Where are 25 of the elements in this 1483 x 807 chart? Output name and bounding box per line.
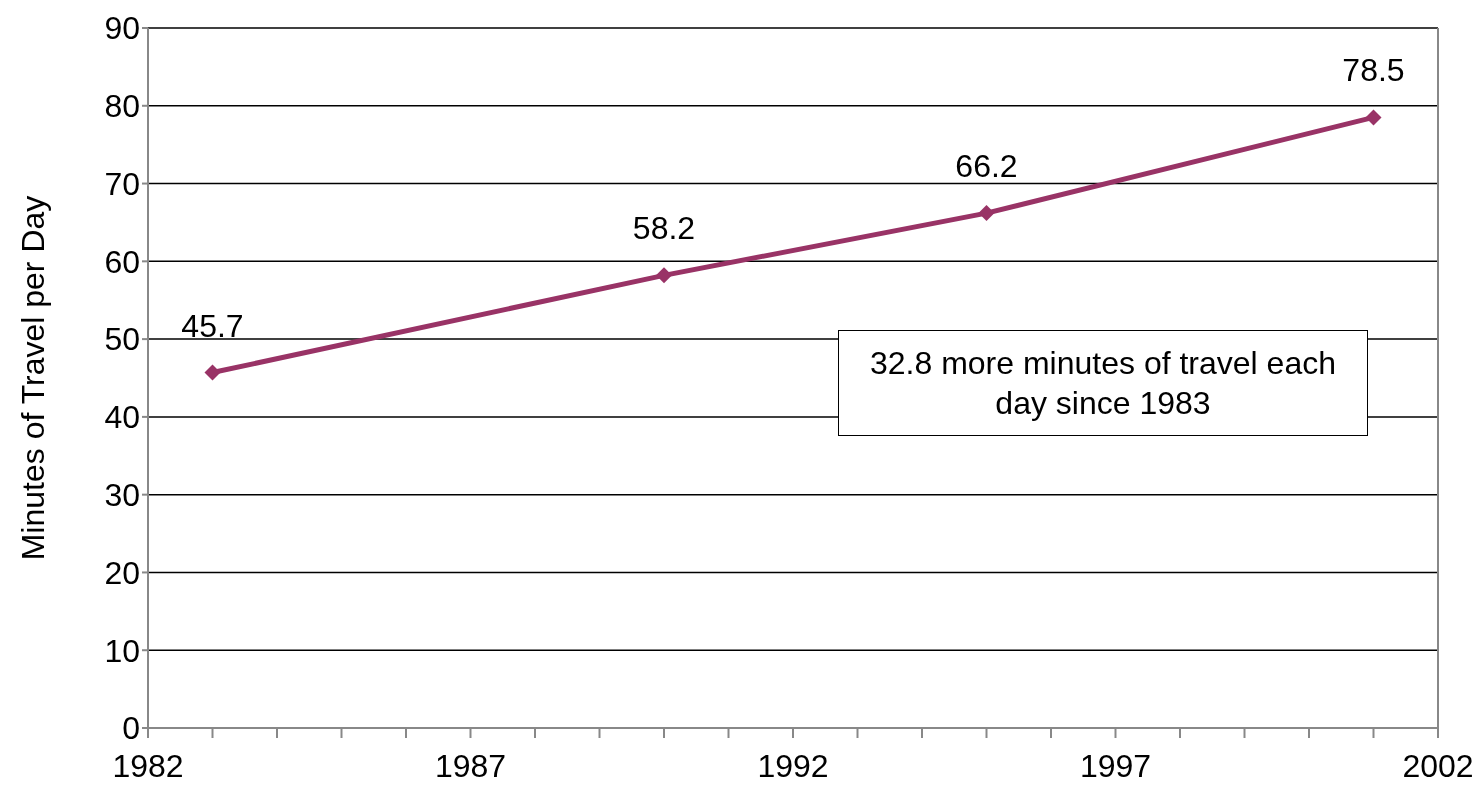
data-label: 78.5 (1342, 52, 1405, 89)
y-tick-label: 60 (104, 243, 140, 280)
data-label: 45.7 (181, 307, 244, 344)
point (978, 205, 995, 222)
x-tick-label: 1997 (1079, 747, 1152, 784)
point (204, 364, 221, 381)
y-tick-label: 30 (104, 477, 140, 514)
y-tick-label: 90 (104, 10, 140, 47)
x-tick-label: 1982 (112, 747, 184, 784)
data-label: 58.2 (632, 210, 696, 247)
x-tick-label: 1992 (757, 747, 829, 784)
y-tick-label: 70 (104, 165, 140, 202)
x-tick-label: 2002 (1402, 747, 1474, 784)
x-tick-label: 1987 (434, 747, 507, 784)
annotation: 32.8 more minutes of travel each day since 1983 (838, 330, 1368, 436)
y-tick-label: 80 (104, 88, 140, 125)
y-tick-label: 20 (104, 554, 140, 591)
point (656, 267, 672, 284)
y-tick-label: 0 (122, 710, 140, 747)
y-tick-label: 40 (104, 399, 140, 436)
y-tick-label: 50 (104, 321, 140, 358)
point (1365, 109, 1382, 126)
data-label: 66.2 (955, 148, 1018, 185)
y-tick-label: 10 (104, 632, 140, 669)
y-axis-title: Minutes of Travel per Day (15, 195, 52, 561)
